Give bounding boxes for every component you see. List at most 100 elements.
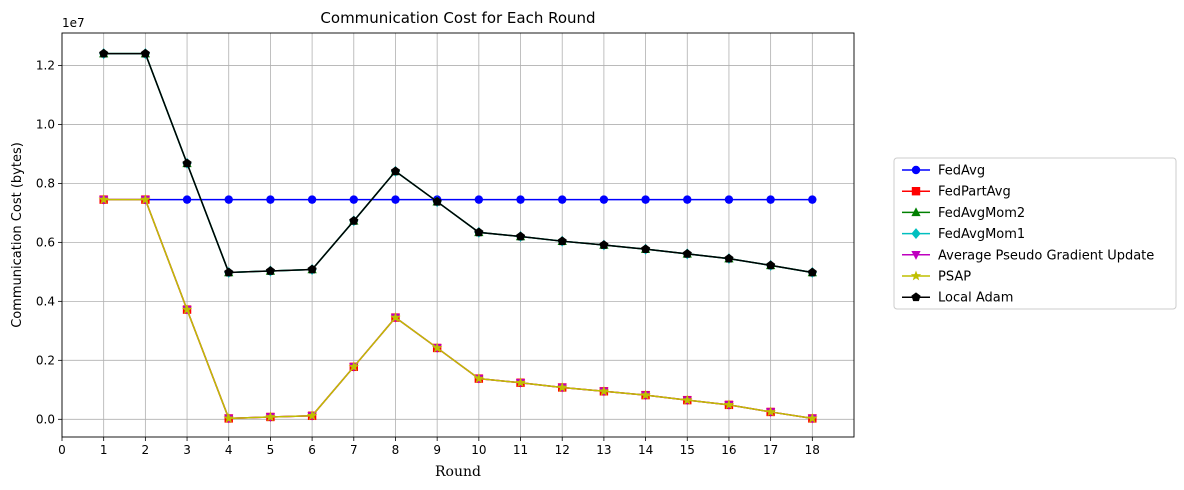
data-point (307, 195, 317, 204)
x-tick-label: 18 (805, 443, 820, 457)
data-point (724, 253, 734, 263)
x-tick-label: 16 (721, 443, 736, 457)
legend: FedAvg FedPartAvg FedAvgMom2 FedAvgMom1 Aver… (893, 157, 1177, 310)
x-tick-label: 0 (58, 443, 66, 457)
data-point (140, 48, 150, 58)
legend-label: FedAvgMom1 (938, 227, 1025, 242)
series-psap (98, 194, 818, 423)
y-axis-label: Communication Cost (bytes) (10, 142, 25, 328)
y-tick-label: 0.4 (36, 294, 55, 308)
legend-label: PSAP (938, 270, 971, 285)
series-line (103, 52, 813, 274)
x-axis-label: Round (435, 464, 481, 480)
data-point (723, 399, 735, 410)
data-point (766, 195, 775, 204)
data-point (640, 244, 651, 254)
x-tick-label: 7 (350, 443, 358, 457)
data-point (224, 267, 234, 277)
data-point (598, 385, 610, 396)
series-line (103, 52, 813, 274)
data-point (349, 195, 358, 204)
x-tick-label: 11 (513, 443, 528, 457)
legend-marker (911, 187, 921, 196)
y-tick-label: 1.0 (36, 117, 55, 131)
data-point (682, 249, 692, 258)
data-point (99, 48, 109, 58)
legend-marker (911, 228, 921, 240)
data-point (557, 236, 567, 246)
series-line (103, 198, 813, 420)
x-tick-label: 14 (638, 443, 653, 457)
data-point (807, 267, 817, 277)
axis-ticks: 0 1 2 3 4 5 6 7 8 9 10 11 12 13 14 15 16 17 180.00.20.40.6… (36, 58, 820, 457)
legend-box (893, 157, 1177, 310)
legend-marker (911, 165, 921, 175)
data-point (640, 389, 651, 400)
y-tick-label: 1.2 (36, 58, 55, 72)
series-line (103, 198, 813, 420)
data-point (348, 361, 359, 372)
data-point (307, 264, 317, 274)
data-point (390, 312, 401, 322)
data-point (807, 412, 818, 423)
legend-entry: FedPartAvg (902, 185, 1011, 200)
data-point (474, 227, 484, 237)
y-tick-label: 0.0 (36, 412, 55, 426)
data-point (223, 412, 234, 423)
legend-marker (911, 292, 921, 302)
x-tick-label: 13 (596, 443, 611, 457)
data-point (182, 158, 192, 168)
legend-label: FedPartAvg (938, 185, 1011, 200)
legend-label: FedAvgMom2 (938, 206, 1025, 221)
legend-entry: PSAP (902, 270, 971, 285)
data-point (140, 194, 151, 205)
data-point (599, 240, 609, 249)
legend-marker (911, 207, 921, 217)
legend-entry: FedAvgMom2 (902, 206, 1025, 221)
x-tick-label: 2 (142, 443, 150, 457)
series-line (103, 52, 813, 274)
series-average-pseudo-gradient-update (99, 195, 817, 424)
data-point (391, 195, 400, 204)
series-fedpartavg (99, 195, 817, 423)
series-fedavg (99, 195, 817, 204)
legend-marker (910, 270, 922, 281)
y-tick-label: 0.6 (36, 235, 55, 249)
data-point (765, 406, 776, 417)
x-tick-label: 10 (471, 443, 486, 457)
legend-entry: Average Pseudo Gradient Update (902, 248, 1154, 263)
legend-label: FedAvg (938, 164, 985, 179)
data-point (265, 266, 276, 275)
plot-area-frame (61, 32, 855, 438)
data-point (515, 377, 526, 388)
series-group (98, 48, 818, 424)
y-tick-label: 0.8 (36, 176, 55, 190)
data-point (516, 195, 525, 204)
series-fedavgmom1 (99, 48, 817, 278)
data-point (98, 194, 109, 205)
x-tick-label: 15 (680, 443, 695, 457)
data-point (599, 195, 609, 204)
data-point (265, 411, 276, 422)
legend-entry: Local Adam (902, 291, 1013, 306)
data-point (473, 373, 485, 384)
chart-title: Communication Cost for Each Round (320, 9, 595, 27)
legend-label: Local Adam (938, 291, 1013, 306)
data-point (390, 166, 401, 176)
x-tick-label: 6 (308, 443, 316, 457)
series-line (103, 198, 813, 420)
data-point (349, 216, 359, 225)
y-multiplier-label: 1e7 (62, 16, 85, 30)
data-point (306, 410, 318, 421)
legend-marker (911, 251, 921, 260)
series-local-adam (99, 48, 817, 277)
legend-entry: FedAvg (902, 164, 985, 179)
data-point (641, 195, 650, 204)
x-tick-label: 4 (225, 443, 233, 457)
legend-entry: FedAvgMom1 (902, 227, 1025, 242)
data-point (558, 195, 567, 204)
data-point (474, 195, 484, 204)
data-point (766, 260, 776, 270)
data-point (431, 342, 443, 353)
